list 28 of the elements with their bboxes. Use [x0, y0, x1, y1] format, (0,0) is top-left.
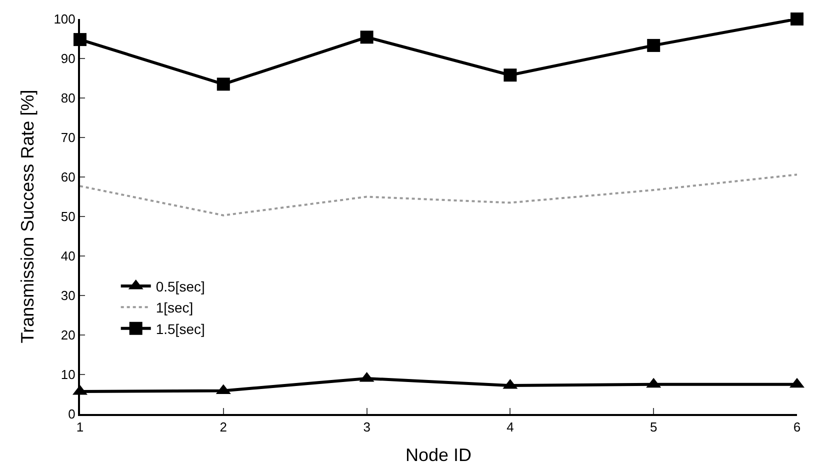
- y-tick-label: 90: [60, 51, 76, 66]
- x-tick-label: 2: [220, 420, 228, 435]
- y-tick-label: 100: [54, 12, 76, 27]
- x-tick-label: 4: [506, 420, 514, 435]
- y-tick-label: 30: [60, 288, 76, 304]
- y-tick-label: 50: [60, 209, 76, 224]
- x-tick-label: 3: [363, 420, 370, 435]
- point: [790, 12, 804, 26]
- y-tick-label: 10: [60, 367, 76, 382]
- x-tick-label: 6: [793, 420, 801, 435]
- x-tick-label: 5: [650, 420, 658, 435]
- point: [504, 68, 517, 82]
- legend-label: 0.5[sec]: [156, 278, 205, 294]
- y-tick-label: 20: [60, 328, 76, 343]
- y-tick-label: 80: [60, 90, 76, 106]
- point: [216, 78, 230, 91]
- legend-label: 1.5[sec]: [156, 320, 205, 337]
- point: [647, 38, 660, 52]
- x-tick-label: 1: [76, 420, 84, 435]
- y-tick-label: 40: [60, 248, 76, 264]
- y-tick-label: 0: [68, 406, 76, 422]
- y-tick-label: 60: [60, 170, 76, 185]
- line-series: [80, 174, 797, 216]
- legend-label: 1[sec]: [156, 300, 194, 316]
- point: [360, 30, 374, 44]
- x-axis-title: Node ID: [405, 445, 472, 466]
- y-axis-title: Transmission Success Rate [%]: [17, 90, 38, 344]
- y-tick-label: 70: [60, 130, 76, 146]
